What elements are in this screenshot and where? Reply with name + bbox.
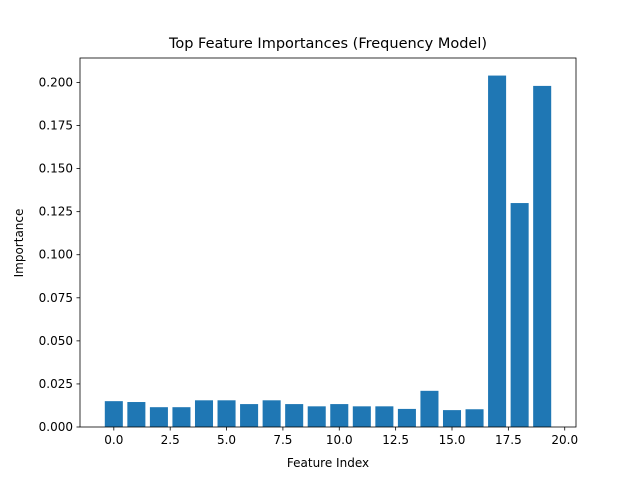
- bar-feature-9: [307, 406, 326, 427]
- bar-feature-0: [104, 401, 123, 427]
- x-tick-label: 2.5: [161, 433, 180, 447]
- bar-feature-3: [172, 407, 191, 427]
- y-tick-label: 0.075: [39, 291, 73, 305]
- bar-feature-12: [375, 406, 394, 427]
- x-tick-label: 5.0: [217, 433, 236, 447]
- bar-feature-13: [397, 408, 416, 427]
- bars-group: [104, 75, 552, 428]
- x-axis-ticks: 0.0 2.5 5.0 7.5 10.0 12.5 15.0 17.5 20.0: [104, 427, 578, 447]
- chart-title: Top Feature Importances (Frequency Model…: [168, 36, 487, 52]
- x-axis-label: Feature Index: [287, 456, 369, 470]
- x-tick-label: 20.0: [551, 433, 578, 447]
- plot-frame: [79, 57, 577, 428]
- y-axis-ticks: 0.000 0.025 0.050 0.075 0.100 0.125 0.150 0.175…: [39, 75, 80, 434]
- y-tick-label: 0.200: [39, 75, 73, 89]
- y-tick-label: 0.000: [39, 420, 73, 434]
- bar-feature-17: [488, 75, 507, 428]
- y-tick-label: 0.100: [39, 248, 73, 262]
- x-tick-label: 7.5: [273, 433, 292, 447]
- bar-feature-5: [217, 400, 236, 427]
- bar-feature-4: [194, 400, 214, 427]
- y-tick-label: 0.025: [39, 377, 73, 391]
- bar-feature-10: [330, 404, 349, 427]
- bar-feature-8: [285, 404, 304, 427]
- bar-feature-6: [240, 404, 259, 427]
- y-tick-label: 0.050: [39, 334, 73, 348]
- x-tick-label: 17.5: [495, 433, 522, 447]
- y-tick-label: 0.150: [39, 162, 73, 176]
- bar-feature-19: [533, 85, 552, 427]
- x-tick-label: 10.0: [326, 433, 353, 447]
- y-tick-label: 0.175: [39, 119, 73, 133]
- bar-feature-16: [465, 409, 484, 427]
- x-tick-label: 12.5: [382, 433, 409, 447]
- bar-feature-18: [510, 203, 529, 427]
- y-axis-label: Importance: [12, 209, 26, 278]
- bar-feature-14: [420, 390, 439, 427]
- y-tick-label: 0.125: [39, 205, 73, 219]
- bar-feature-1: [127, 402, 146, 427]
- bar-feature-2: [149, 407, 168, 427]
- bar-feature-7: [262, 400, 281, 427]
- bar-feature-11: [352, 406, 371, 427]
- x-tick-label: 15.0: [439, 433, 466, 447]
- x-tick-label: 0.0: [104, 433, 123, 447]
- bar-feature-15: [442, 410, 462, 427]
